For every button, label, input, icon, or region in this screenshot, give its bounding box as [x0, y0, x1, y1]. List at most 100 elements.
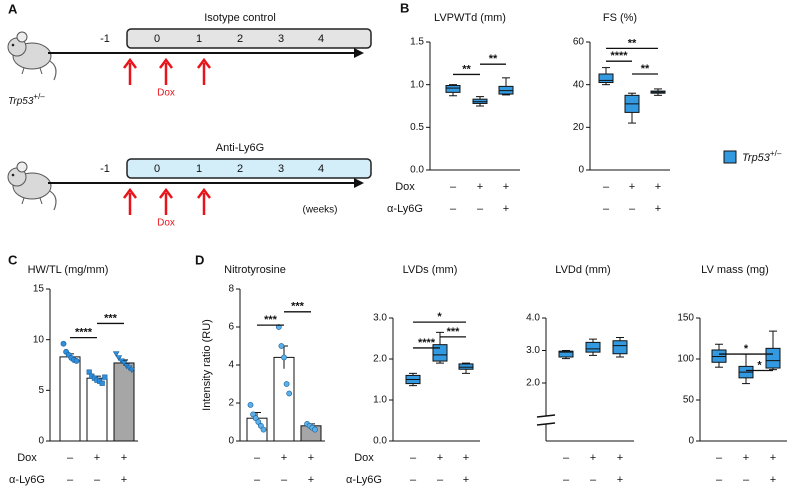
y-tick-label: 40: [573, 79, 585, 90]
timeline-arrowhead: [354, 48, 364, 58]
x-tick-label: –: [743, 474, 750, 486]
bar: [86, 377, 108, 442]
legend-name: Trp53: [742, 152, 771, 164]
x-tick-label: +: [477, 181, 483, 193]
y-tick-label: 2.0: [373, 354, 387, 365]
chart-title: Nitrotyrosine: [224, 264, 286, 276]
box: [558, 350, 574, 358]
y-tick-label: 1.0: [373, 395, 387, 406]
x-tick-label: +: [655, 203, 661, 215]
dose-arrowhead: [159, 57, 173, 69]
timeline-box: [126, 28, 372, 49]
y-tick-label: 0: [38, 436, 44, 447]
significance-label: **: [628, 37, 637, 49]
panel-label: A: [8, 1, 18, 16]
x-tick-label: +: [770, 452, 776, 464]
timeline-tick-label: 4: [318, 33, 324, 45]
box: [458, 363, 474, 370]
significance-label: *: [757, 359, 762, 371]
y-tick-label: 100: [677, 354, 694, 365]
timeline-tick-label: 2: [237, 33, 243, 45]
row-label: Dox: [17, 452, 37, 464]
x-tick-label: +: [308, 452, 314, 464]
data-point: [278, 343, 285, 349]
y-tick-label: 0: [578, 165, 584, 176]
x-tick-label: +: [655, 181, 661, 193]
x-tick-label: –: [254, 474, 261, 486]
x-tick-label: –: [67, 452, 74, 464]
treatment-label: Dox: [157, 218, 175, 229]
y-tick-label: 10: [33, 334, 45, 345]
significance-label: ***: [447, 326, 461, 338]
data-point: [120, 360, 128, 367]
timeline-tick-label: 4: [318, 163, 324, 175]
data-point: [311, 426, 318, 433]
y-tick-label: 15: [33, 284, 45, 295]
bar: [273, 356, 295, 442]
x-tick-label: +: [94, 452, 100, 464]
x-tick-label: –: [450, 203, 457, 215]
timeline-arrowhead: [354, 178, 364, 188]
y-tick-label: 0: [228, 436, 234, 447]
timeline-tick-label: 3: [278, 163, 284, 175]
data-point: [115, 355, 123, 362]
chart-title: HW/TL (mg/mm): [28, 264, 109, 276]
bar: [59, 356, 81, 442]
y-tick-label: 0.0: [410, 165, 424, 176]
timeline-title: Isotype control: [204, 12, 276, 24]
x-tick-label: +: [463, 452, 469, 464]
x-tick-label: –: [590, 474, 597, 486]
x-tick-label: +: [503, 181, 509, 193]
data-point: [281, 354, 287, 361]
y-tick-label: 0.0: [373, 436, 387, 447]
box: [585, 341, 601, 353]
significance-label: **: [641, 63, 650, 75]
timeline-tick-label: -1: [100, 33, 110, 45]
mouse-icon: [7, 31, 57, 81]
x-tick-label: +: [617, 474, 623, 486]
chart-title: LVDd (mm): [555, 264, 610, 276]
y-tick-label: 50: [683, 395, 695, 406]
x-tick-label: –: [629, 203, 636, 215]
data-point: [99, 380, 105, 386]
y-tick-label: 0: [688, 436, 694, 447]
legend-label: Trp53+/–: [742, 149, 782, 164]
row-label: α-Ly6G: [9, 474, 45, 486]
y-tick-label: 3.0: [526, 345, 540, 356]
axis-break: [536, 422, 556, 426]
treatment-label: Dox: [157, 88, 175, 99]
dose-arrowhead: [159, 187, 173, 199]
timeline-title: Anti-Ly6G: [216, 142, 265, 154]
x-tick-label: –: [281, 474, 288, 486]
y-tick-label: 4: [228, 360, 234, 371]
row-label: α-Ly6G: [387, 203, 423, 215]
x-tick-label: –: [603, 181, 610, 193]
x-tick-label: +: [617, 452, 623, 464]
mouse-icons: [7, 31, 57, 211]
axis-break: [536, 414, 556, 418]
box: [445, 85, 461, 93]
data-point: [60, 340, 67, 347]
y-tick-label: 0.5: [410, 122, 424, 133]
x-tick-label: –: [437, 474, 444, 486]
chart-title: LVDs (mm): [403, 264, 458, 276]
x-tick-label: –: [716, 474, 723, 486]
dose-arrowhead: [123, 187, 137, 199]
y-tick-label: 150: [677, 313, 694, 324]
data-point: [283, 381, 290, 387]
dose-arrowhead: [123, 57, 137, 69]
dose-arrowhead: [197, 187, 211, 199]
x-tick-label: +: [629, 181, 635, 193]
x-tick-label: –: [94, 474, 101, 486]
x-tick-label: –: [67, 474, 74, 486]
panel-label: B: [400, 0, 409, 15]
significance-label: **: [489, 53, 498, 65]
y-tick-label: 2.0: [526, 378, 540, 389]
significance-label: ***: [291, 301, 305, 313]
data-point: [128, 367, 136, 374]
y-axis-label: Intensity ratio (RU): [201, 319, 213, 411]
x-tick-label: +: [121, 452, 127, 464]
x-tick-label: –: [477, 203, 484, 215]
row-label: Dox: [354, 452, 374, 464]
